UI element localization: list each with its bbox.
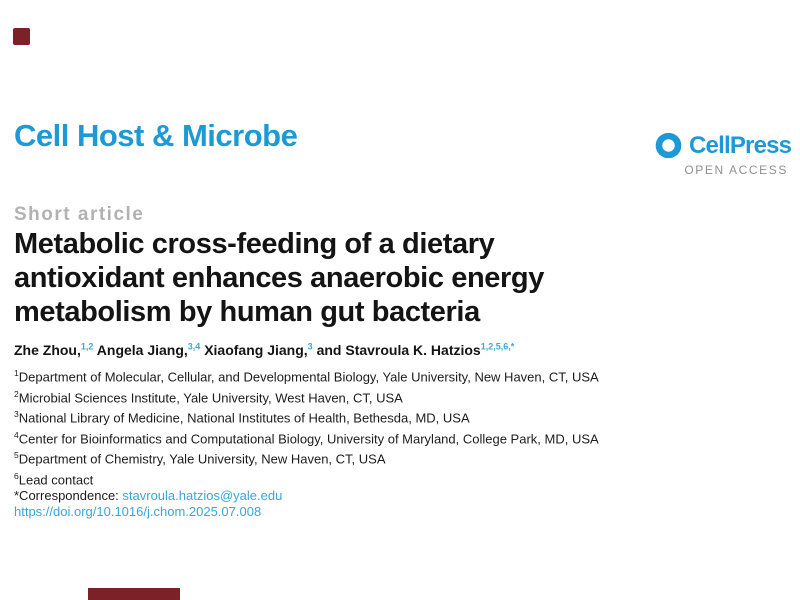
affiliation-line: 5Department of Chemistry, Yale Universit…: [14, 450, 386, 467]
affiliation-line: 3National Library of Medicine, National …: [14, 409, 470, 426]
correspondence-line: *Correspondence: stavroula.hatzios@yale.…: [14, 488, 754, 504]
affiliation-line: 4Center for Bioinformatics and Computati…: [14, 429, 599, 446]
author-affiliation-sup: 3,4: [187, 341, 201, 351]
open-access-label: OPEN ACCESS: [684, 163, 788, 177]
title-line: antioxidant enhances anaerobic energy: [14, 262, 544, 294]
author-list: Zhe Zhou,1,2 Angela Jiang,3,4 Xiaofang J…: [14, 341, 714, 358]
journal-title: Cell Host & Microbe: [14, 118, 298, 153]
doi-line: https://doi.org/10.1016/j.chom.2025.07.0…: [14, 504, 754, 520]
article-title: Metabolic cross-feeding of a dietary ant…: [14, 227, 654, 329]
redaction-mark-bottom: [88, 588, 180, 600]
doi-link[interactable]: https://doi.org/10.1016/j.chom.2025.07.0…: [14, 504, 262, 520]
author-affiliation-sup: 1,2,5,6,*: [480, 341, 515, 351]
correspondence-email-link[interactable]: stavroula.hatzios@yale.edu: [122, 488, 283, 504]
correspondence-prefix: *Correspondence:: [14, 488, 123, 504]
affiliation-line: 2Microbial Sciences Institute, Yale Univ…: [14, 388, 403, 405]
affiliation-line: 1Department of Molecular, Cellular, and …: [14, 368, 599, 385]
affiliation-block: 1Department of Molecular, Cellular, and …: [14, 365, 754, 521]
author: Xiaofang Jiang,3: [200, 341, 313, 358]
publisher-logo: CellPress OPEN ACCESS: [652, 129, 792, 177]
author-affiliation-sup: 3: [307, 341, 313, 351]
author: Zhe Zhou,1,2: [14, 341, 94, 358]
cellpress-swirl-icon: [652, 129, 685, 162]
author: and Stavroula K. Hatzios1,2,5,6,*: [312, 341, 515, 358]
title-line: Metabolic cross-feeding of a dietary: [14, 228, 495, 260]
author: Angela Jiang,3,4: [93, 341, 201, 358]
title-line: metabolism by human gut bacteria: [14, 296, 480, 328]
author-affiliation-sup: 1,2: [80, 341, 94, 351]
publisher-name: CellPress: [689, 131, 792, 159]
article-type-label: Short article: [14, 204, 145, 225]
lead-contact-line: 6Lead contact: [14, 470, 94, 487]
redaction-mark-top-left: [13, 28, 30, 45]
